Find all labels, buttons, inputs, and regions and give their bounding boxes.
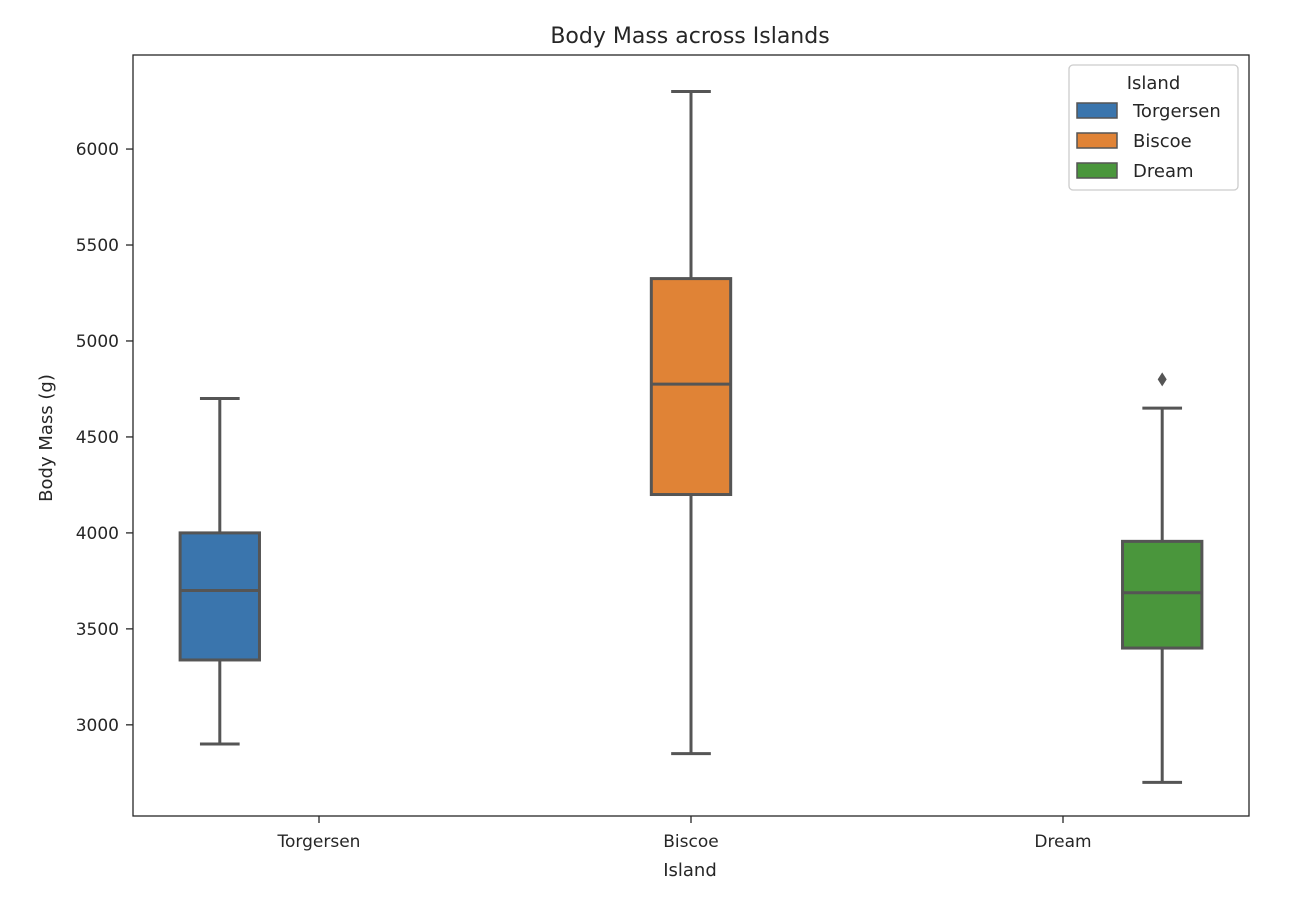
legend-swatch <box>1076 162 1118 179</box>
legend-label: Torgersen <box>1132 101 1221 122</box>
x-axis-label: Island <box>663 860 717 881</box>
legend-label: Dream <box>1133 161 1194 182</box>
legend-swatch <box>1076 132 1118 149</box>
legend-label: Biscoe <box>1133 131 1192 152</box>
y-tick-label: 6000 <box>76 140 119 160</box>
plot-area: 3000 3500 4000 4500 5000 5500 6000 Torgersen Bis… <box>76 54 1250 852</box>
box-biscoe <box>649 89 733 756</box>
legend-title: Island <box>1127 73 1181 94</box>
x-tick-label: Dream <box>1034 832 1091 852</box>
iqr-box <box>649 277 733 497</box>
y-tick-label: 3500 <box>76 620 119 640</box>
y-tick-label: 4000 <box>76 524 119 544</box>
legend: Island Torgersen Biscoe Dream <box>1068 64 1239 191</box>
legend-frame <box>1068 64 1239 191</box>
legend-swatch <box>1076 102 1118 119</box>
y-tick-label: 5000 <box>76 332 119 352</box>
box-torgersen <box>178 397 261 746</box>
iqr-box <box>1121 539 1204 650</box>
y-axis-label: Body Mass (g) <box>36 374 57 502</box>
y-tick-label: 3000 <box>76 716 119 736</box>
y-tick-label: 5500 <box>76 236 119 256</box>
x-tick-label: Torgersen <box>277 832 361 852</box>
y-tick-label: 4500 <box>76 428 119 448</box>
iqr-box <box>178 531 261 662</box>
outlier-marker <box>1157 372 1167 387</box>
box-dream <box>1121 372 1204 784</box>
chart-title: Body Mass across Islands <box>550 24 829 49</box>
x-tick-label: Biscoe <box>663 832 718 852</box>
